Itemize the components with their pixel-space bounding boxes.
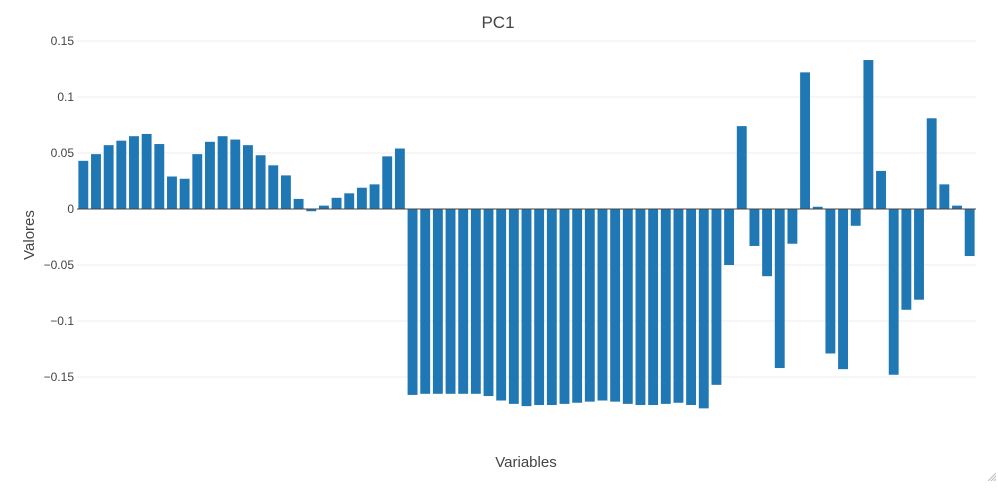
bar[interactable] <box>850 209 861 226</box>
y-tick-label: −0.15 <box>44 370 75 384</box>
bar[interactable] <box>141 133 152 209</box>
bar[interactable] <box>622 209 633 404</box>
bar[interactable] <box>635 209 646 405</box>
bar[interactable] <box>800 72 811 209</box>
bar[interactable] <box>711 209 722 385</box>
bar[interactable] <box>369 184 380 209</box>
bar[interactable] <box>103 145 114 209</box>
bar[interactable] <box>926 118 937 209</box>
y-axis-title: Valores <box>21 210 38 260</box>
bar[interactable] <box>445 209 456 394</box>
bar[interactable] <box>230 139 241 209</box>
bar[interactable] <box>268 165 279 209</box>
bar[interactable] <box>344 193 355 209</box>
y-tick-label: 0.05 <box>51 146 75 160</box>
bar[interactable] <box>293 198 304 209</box>
bar[interactable] <box>888 209 899 375</box>
y-tick-label: 0.15 <box>51 34 75 48</box>
bar[interactable] <box>610 209 621 402</box>
bar[interactable] <box>724 209 735 265</box>
bar[interactable] <box>686 209 697 405</box>
bar[interactable] <box>698 209 709 409</box>
bar[interactable] <box>572 209 583 403</box>
y-tick-label: −0.1 <box>50 314 74 328</box>
bar[interactable] <box>280 175 291 209</box>
y-tick-label: 0.1 <box>57 90 74 104</box>
bar[interactable] <box>952 205 962 209</box>
bar[interactable] <box>584 209 595 402</box>
bar[interactable] <box>648 209 659 405</box>
bar[interactable] <box>901 209 912 310</box>
bar[interactable] <box>736 126 747 209</box>
bar[interactable] <box>749 209 760 246</box>
bar[interactable] <box>774 209 785 369</box>
bar[interactable] <box>508 209 519 404</box>
bar[interactable] <box>876 170 886 209</box>
bar[interactable] <box>559 209 570 404</box>
bar[interactable] <box>306 209 317 212</box>
bar[interactable] <box>939 184 950 209</box>
bar[interactable] <box>243 145 253 209</box>
bar[interactable] <box>787 209 798 244</box>
bar[interactable] <box>331 197 342 209</box>
bar[interactable] <box>812 206 823 209</box>
bar[interactable] <box>129 136 139 209</box>
bar[interactable] <box>167 176 177 209</box>
bar[interactable] <box>863 60 874 209</box>
bar[interactable] <box>546 209 557 405</box>
bar[interactable] <box>660 209 671 404</box>
bar[interactable] <box>255 155 266 209</box>
bar[interactable] <box>838 209 848 370</box>
bar[interactable] <box>521 209 532 407</box>
bar[interactable] <box>407 209 418 395</box>
bar[interactable] <box>496 209 507 401</box>
bar[interactable] <box>179 178 190 209</box>
bar[interactable] <box>217 136 228 209</box>
bar[interactable] <box>432 209 443 394</box>
bar[interactable] <box>154 144 165 209</box>
x-axis-title: Variables <box>495 454 556 471</box>
bar[interactable] <box>964 209 975 257</box>
bar[interactable] <box>534 209 545 405</box>
bar[interactable] <box>825 209 836 354</box>
bar[interactable] <box>673 209 684 403</box>
bar[interactable] <box>762 209 773 277</box>
y-axis-ticks: 0.15 0.1 0.05 0 −0.05 −0.1 −0.15 <box>44 34 75 384</box>
bar[interactable] <box>458 209 469 394</box>
bar[interactable] <box>78 160 89 209</box>
bar[interactable] <box>382 156 393 209</box>
bar[interactable] <box>597 209 608 401</box>
bar[interactable] <box>420 209 431 394</box>
bars[interactable] <box>78 60 975 409</box>
bar[interactable] <box>205 141 215 209</box>
resize-corner-icon[interactable] <box>986 471 996 481</box>
y-tick-label: −0.05 <box>44 258 75 272</box>
bar[interactable] <box>470 209 481 394</box>
bar[interactable] <box>318 205 329 209</box>
chart-title: PC1 <box>481 13 514 32</box>
bar[interactable] <box>394 148 405 209</box>
bar[interactable] <box>914 209 924 300</box>
bar[interactable] <box>483 209 494 397</box>
bar[interactable] <box>192 154 203 209</box>
bar[interactable] <box>91 154 101 209</box>
bar[interactable] <box>356 187 367 209</box>
y-tick-label: 0 <box>67 202 74 216</box>
bar[interactable] <box>116 140 127 209</box>
